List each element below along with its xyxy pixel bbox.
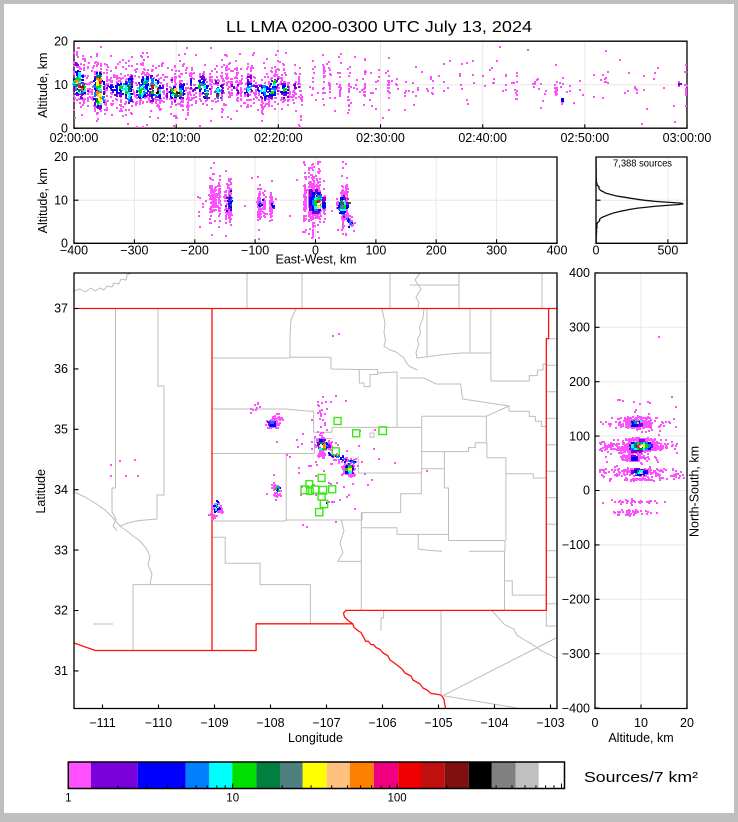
svg-text:LL LMA 0200-0300 UTC July 13,: LL LMA 0200-0300 UTC July 13, 2024 (226, 19, 532, 36)
svg-text:500: 500 (657, 243, 678, 257)
svg-text:0: 0 (593, 243, 600, 257)
svg-text:Longitude: Longitude (288, 731, 343, 745)
svg-text:7,388 sources: 7,388 sources (613, 158, 672, 169)
svg-text:−300: −300 (562, 647, 590, 661)
svg-text:0: 0 (61, 121, 68, 135)
svg-text:−104: −104 (480, 716, 508, 730)
svg-text:−110: −110 (145, 716, 172, 730)
svg-text:−200: −200 (181, 243, 209, 257)
svg-text:200: 200 (569, 375, 590, 389)
svg-text:36: 36 (54, 362, 68, 376)
svg-text:31: 31 (54, 664, 68, 678)
svg-text:300: 300 (486, 243, 507, 257)
svg-text:−111: −111 (89, 716, 115, 730)
svg-text:35: 35 (54, 423, 68, 437)
svg-text:East-West, km: East-West, km (275, 253, 356, 267)
svg-text:−107: −107 (312, 716, 340, 730)
svg-text:Altitude, km: Altitude, km (608, 731, 673, 745)
svg-text:−109: −109 (200, 716, 228, 730)
svg-text:200: 200 (426, 243, 447, 257)
svg-text:20: 20 (54, 34, 68, 48)
svg-text:Latitude: Latitude (34, 469, 48, 514)
svg-text:37: 37 (54, 302, 68, 316)
svg-text:34: 34 (54, 483, 68, 497)
svg-text:02:20:00: 02:20:00 (254, 131, 303, 145)
svg-text:Sources/7 km²: Sources/7 km² (584, 770, 698, 786)
svg-text:100: 100 (365, 243, 386, 257)
svg-text:0: 0 (312, 243, 319, 257)
svg-text:1: 1 (65, 793, 71, 805)
svg-text:20: 20 (54, 150, 68, 164)
svg-text:10: 10 (634, 716, 648, 730)
svg-text:−106: −106 (368, 716, 396, 730)
svg-text:−400: −400 (60, 243, 88, 257)
svg-text:400: 400 (569, 266, 590, 280)
svg-text:400: 400 (547, 243, 568, 257)
svg-text:20: 20 (680, 716, 694, 730)
svg-text:10: 10 (226, 793, 239, 805)
svg-text:−100: −100 (562, 538, 590, 552)
svg-text:02:10:00: 02:10:00 (152, 131, 201, 145)
svg-text:33: 33 (54, 543, 68, 557)
svg-text:0: 0 (61, 237, 68, 251)
svg-text:−200: −200 (562, 593, 590, 607)
svg-text:−108: −108 (256, 716, 284, 730)
svg-text:100: 100 (569, 429, 590, 443)
svg-text:02:30:00: 02:30:00 (356, 131, 405, 145)
svg-text:02:50:00: 02:50:00 (560, 131, 609, 145)
svg-text:32: 32 (54, 604, 68, 618)
svg-text:10: 10 (54, 193, 68, 207)
svg-text:−105: −105 (424, 716, 452, 730)
svg-text:0: 0 (592, 716, 599, 730)
svg-text:−103: −103 (536, 716, 564, 730)
svg-text:North-South, km: North-South, km (688, 446, 702, 537)
svg-text:−400: −400 (562, 701, 590, 715)
svg-text:−100: −100 (241, 243, 269, 257)
svg-text:300: 300 (569, 321, 590, 335)
svg-text:10: 10 (54, 78, 68, 92)
svg-text:100: 100 (388, 793, 407, 805)
svg-text:−300: −300 (120, 243, 148, 257)
svg-text:Altitude, km: Altitude, km (36, 53, 50, 118)
svg-text:0: 0 (583, 484, 590, 498)
svg-text:Altitude, km: Altitude, km (36, 168, 50, 233)
svg-text:02:40:00: 02:40:00 (458, 131, 507, 145)
svg-text:03:00:00: 03:00:00 (663, 131, 712, 145)
svg-text:02:00:00: 02:00:00 (50, 131, 99, 145)
